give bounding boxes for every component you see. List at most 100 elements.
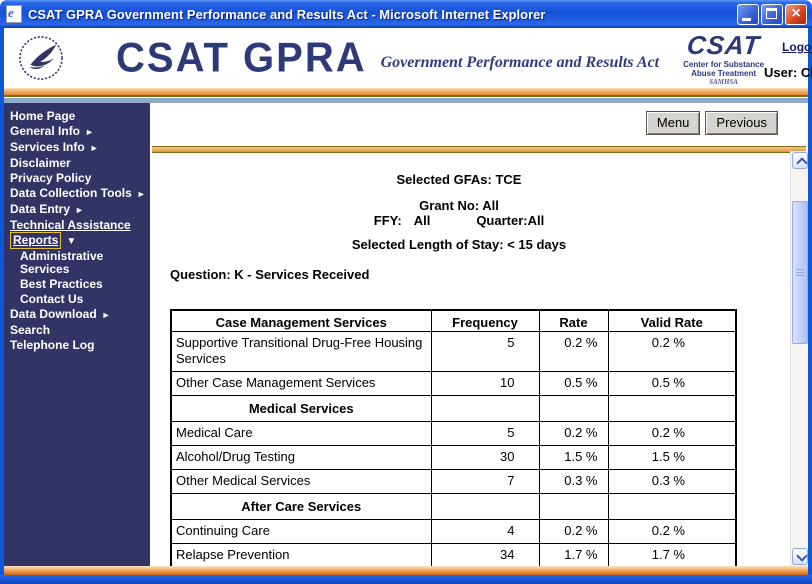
sidebar-item-contact-us[interactable]: Contact Us bbox=[20, 292, 84, 306]
question-heading: Question: K - Services Received bbox=[170, 267, 370, 282]
logout-link[interactable]: Logout bbox=[782, 40, 812, 54]
rate-cell: 1.7 % bbox=[538, 543, 609, 566]
service-name-cell: After Care Services bbox=[170, 493, 432, 520]
vertical-scrollbar[interactable] bbox=[790, 151, 808, 566]
service-name-cell: Other Medical Services bbox=[170, 469, 432, 494]
length-of-stay-line: Selected Length of Stay: < 15 days bbox=[351, 237, 567, 252]
table-row: Supportive Transitional Drug-Free Housin… bbox=[170, 331, 737, 372]
frequency-cell bbox=[430, 395, 540, 422]
quarter-label: Quarter: bbox=[476, 213, 528, 228]
scroll-up-button[interactable] bbox=[792, 152, 808, 169]
chevron-down-icon bbox=[796, 550, 808, 562]
table-row: Relapse Prevention 34 1.7 % 1.7 % bbox=[170, 543, 737, 566]
sidebar-item-general-info[interactable]: General Info bbox=[4, 125, 150, 140]
sidebar-item-technical-assistance[interactable]: Technical Assistance bbox=[10, 218, 131, 232]
minimize-button[interactable] bbox=[737, 3, 759, 25]
sidebar-nav: Home Page General Info Services Info Dis… bbox=[4, 103, 150, 566]
sidebar-item-disclaimer[interactable]: Disclaimer bbox=[10, 156, 71, 170]
close-button[interactable] bbox=[785, 3, 807, 25]
sidebar-item-services-info[interactable]: Services Info bbox=[4, 141, 150, 156]
content-divider-rule bbox=[152, 146, 806, 153]
maximize-button[interactable] bbox=[761, 3, 783, 25]
frequency-cell: 7 bbox=[430, 469, 540, 494]
col-header-frequency: Frequency bbox=[430, 310, 540, 332]
service-name-cell: Relapse Prevention bbox=[170, 543, 432, 566]
app-header: CSAT GPRA Government Performance and Res… bbox=[4, 28, 812, 88]
hhs-seal-icon bbox=[19, 36, 63, 80]
window-title: CSAT GPRA Government Performance and Res… bbox=[28, 6, 546, 22]
sidebar-item-privacy-policy[interactable]: Privacy Policy bbox=[10, 171, 92, 185]
frequency-cell: 34 bbox=[430, 543, 540, 566]
window-bottom-border bbox=[0, 575, 812, 584]
rate-cell bbox=[538, 493, 609, 520]
rate-cell: 0.2 % bbox=[538, 519, 609, 544]
submenu-arrow-icon bbox=[90, 142, 99, 155]
main-content: Menu Previous Selected GFAs: TCE Grant N… bbox=[150, 103, 808, 566]
scrollbar-thumb[interactable] bbox=[792, 201, 808, 344]
toolbar: Menu Previous bbox=[150, 103, 808, 146]
table-header-row: Case Management Services Frequency Rate … bbox=[170, 310, 737, 332]
col-header-rate: Rate bbox=[538, 310, 609, 332]
header-white-rule bbox=[4, 97, 808, 98]
previous-button[interactable]: Previous bbox=[705, 111, 778, 135]
table-row: Continuing Care 4 0.2 % 0.2 % bbox=[170, 519, 737, 544]
scroll-down-button[interactable] bbox=[792, 548, 808, 565]
valid-rate-cell bbox=[607, 395, 737, 422]
frequency-cell: 4 bbox=[430, 519, 540, 544]
valid-rate-cell: 0.2 % bbox=[607, 421, 737, 446]
csat-logo: CSAT Center for Substance Abuse Treatmen… bbox=[683, 30, 764, 86]
grant-no-line: Grant No: All bbox=[419, 198, 499, 213]
col-header-valid-rate: Valid Rate bbox=[607, 310, 737, 332]
service-name-cell: Alcohol/Drug Testing bbox=[170, 445, 432, 470]
sidebar-item-administrative-services[interactable]: Administrative Services bbox=[20, 249, 104, 276]
service-name-cell: Medical Care bbox=[170, 421, 432, 446]
service-name-cell: Other Case Management Services bbox=[170, 371, 432, 396]
csat-logo-acronym: CSAT bbox=[685, 30, 762, 61]
footer-orange-bar bbox=[4, 566, 808, 575]
header-orange-rule bbox=[4, 88, 808, 95]
header-blue-rule bbox=[4, 98, 808, 103]
sidebar-item-data-entry[interactable]: Data Entry bbox=[4, 203, 150, 218]
service-name-cell: Medical Services bbox=[170, 395, 432, 422]
submenu-arrow-icon bbox=[85, 126, 94, 139]
valid-rate-cell: 0.3 % bbox=[607, 469, 737, 494]
services-received-table: Case Management Services Frequency Rate … bbox=[170, 309, 737, 566]
rate-cell: 0.3 % bbox=[538, 469, 609, 494]
menu-button[interactable]: Menu bbox=[645, 111, 701, 135]
sidebar-item-data-download[interactable]: Data Download bbox=[4, 308, 150, 323]
table-row: Other Case Management Services 10 0.5 % … bbox=[170, 371, 737, 396]
user-block: Logout User: Christopher Shumway bbox=[764, 36, 812, 80]
table-row: Alcohol/Drug Testing 30 1.5 % 1.5 % bbox=[170, 445, 737, 470]
sidebar-item-search[interactable]: Search bbox=[10, 323, 51, 337]
sidebar-item-telephone-log[interactable]: Telephone Log bbox=[10, 338, 95, 352]
window-body: CSAT GPRA Government Performance and Res… bbox=[0, 28, 812, 575]
header-olive-rule bbox=[4, 95, 808, 97]
valid-rate-cell: 0.5 % bbox=[607, 371, 737, 396]
csat-gpra-logo-text: CSAT GPRA bbox=[116, 35, 367, 81]
sidebar-item-data-collection-tools[interactable]: Data Collection Tools bbox=[4, 187, 150, 202]
csat-logo-line1: Center for Substance bbox=[683, 60, 765, 70]
sidebar-item-home-page[interactable]: Home Page bbox=[10, 109, 76, 123]
app-logo: CSAT GPRA Government Performance and Res… bbox=[116, 35, 660, 81]
sidebar-item-best-practices[interactable]: Best Practices bbox=[20, 277, 103, 291]
submenu-arrow-icon bbox=[75, 204, 84, 217]
ffy-label: FFY: bbox=[373, 213, 402, 228]
sidebar-item-reports[interactable]: Reports bbox=[4, 232, 150, 249]
title-bar: CSAT GPRA Government Performance and Res… bbox=[0, 0, 812, 28]
rate-cell: 1.5 % bbox=[538, 445, 609, 470]
app-tagline: Government Performance and Results Act bbox=[380, 54, 660, 71]
table-row: After Care Services bbox=[170, 493, 737, 520]
csat-logo-line2: Abuse Treatment bbox=[691, 68, 757, 78]
frequency-cell: 10 bbox=[430, 371, 540, 396]
valid-rate-cell bbox=[607, 493, 737, 520]
col-header-service: Case Management Services bbox=[170, 310, 432, 332]
window-controls bbox=[737, 3, 807, 25]
report-filters: Selected GFAs: TCE Grant No: All FFY: All… bbox=[150, 172, 808, 252]
samhsa-label: SAMHSA bbox=[709, 77, 738, 86]
frequency-cell: 30 bbox=[430, 445, 540, 470]
submenu-arrow-icon bbox=[66, 235, 76, 248]
service-name-cell: Supportive Transitional Drug-Free Housin… bbox=[170, 331, 432, 372]
valid-rate-cell: 0.2 % bbox=[607, 519, 737, 544]
table-row: Medical Services bbox=[170, 395, 737, 422]
